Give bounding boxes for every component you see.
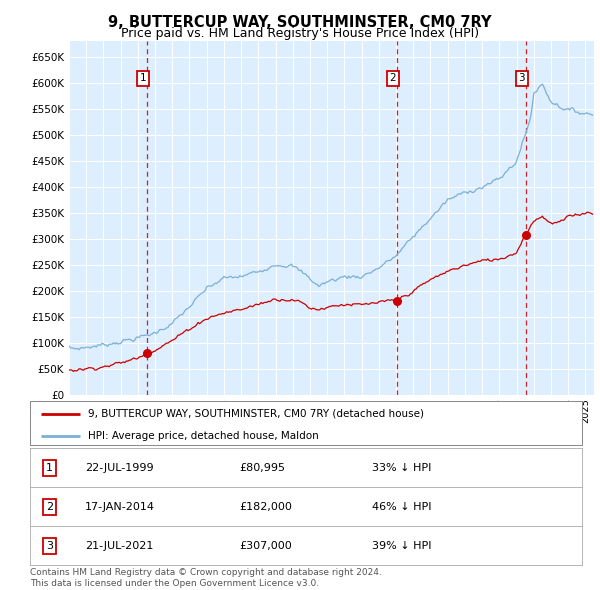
Text: 2: 2 — [389, 74, 396, 83]
Text: 9, BUTTERCUP WAY, SOUTHMINSTER, CM0 7RY: 9, BUTTERCUP WAY, SOUTHMINSTER, CM0 7RY — [108, 15, 492, 30]
Text: 9, BUTTERCUP WAY, SOUTHMINSTER, CM0 7RY (detached house): 9, BUTTERCUP WAY, SOUTHMINSTER, CM0 7RY … — [88, 409, 424, 418]
Text: 33% ↓ HPI: 33% ↓ HPI — [372, 463, 431, 473]
Text: 46% ↓ HPI: 46% ↓ HPI — [372, 502, 432, 512]
Text: 21-JUL-2021: 21-JUL-2021 — [85, 541, 154, 550]
Text: Contains HM Land Registry data © Crown copyright and database right 2024.
This d: Contains HM Land Registry data © Crown c… — [30, 568, 382, 588]
Text: 17-JAN-2014: 17-JAN-2014 — [85, 502, 155, 512]
Text: £182,000: £182,000 — [240, 502, 293, 512]
Text: 3: 3 — [518, 74, 525, 83]
Text: Price paid vs. HM Land Registry's House Price Index (HPI): Price paid vs. HM Land Registry's House … — [121, 27, 479, 40]
Text: 1: 1 — [46, 463, 53, 473]
Text: 2: 2 — [46, 502, 53, 512]
Text: HPI: Average price, detached house, Maldon: HPI: Average price, detached house, Mald… — [88, 431, 319, 441]
Text: 1: 1 — [140, 74, 146, 83]
Text: £80,995: £80,995 — [240, 463, 286, 473]
Text: 39% ↓ HPI: 39% ↓ HPI — [372, 541, 432, 550]
Text: 3: 3 — [46, 541, 53, 550]
Text: £307,000: £307,000 — [240, 541, 293, 550]
Text: 22-JUL-1999: 22-JUL-1999 — [85, 463, 154, 473]
